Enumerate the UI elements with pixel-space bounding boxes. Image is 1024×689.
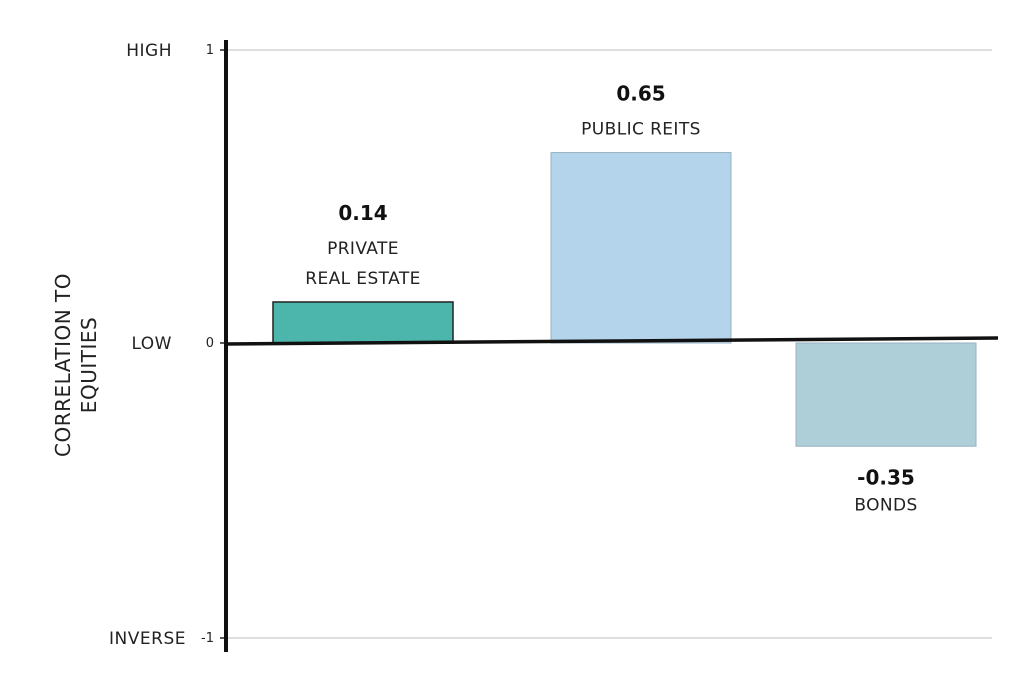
axes (220, 40, 999, 652)
bar (550, 152, 732, 344)
category-label: BONDS (854, 495, 917, 515)
y-tick-label: -1 (201, 631, 214, 646)
data-label: -0.35 (857, 465, 915, 489)
category-label: REAL ESTATE (305, 269, 421, 289)
category-label: PRIVATE (327, 239, 399, 259)
y-level-label: LOW (131, 334, 172, 354)
bar (795, 342, 977, 447)
y-tick-label: 0 (206, 336, 214, 351)
labels: 1 HIGH 0 LOW -1 INVERSE 0.14 PRIVATE REAL ESTATE… (109, 41, 917, 649)
bar (272, 301, 454, 344)
y-axis-label-line: EQUITIES (77, 317, 101, 413)
y-axis-label-line: CORRELATION TO (51, 273, 75, 457)
bars (272, 152, 977, 447)
y-axis-label: CORRELATION TO EQUITIES (51, 273, 101, 457)
category-label: PUBLIC REITS (581, 120, 701, 140)
gridlines (226, 49, 992, 639)
y-level-label: HIGH (126, 41, 172, 61)
zero-baseline (225, 336, 999, 346)
y-level-label: INVERSE (109, 629, 186, 649)
data-label: 0.65 (616, 82, 665, 106)
y-tick-label: 1 (206, 43, 214, 58)
data-label: 0.14 (338, 201, 387, 225)
